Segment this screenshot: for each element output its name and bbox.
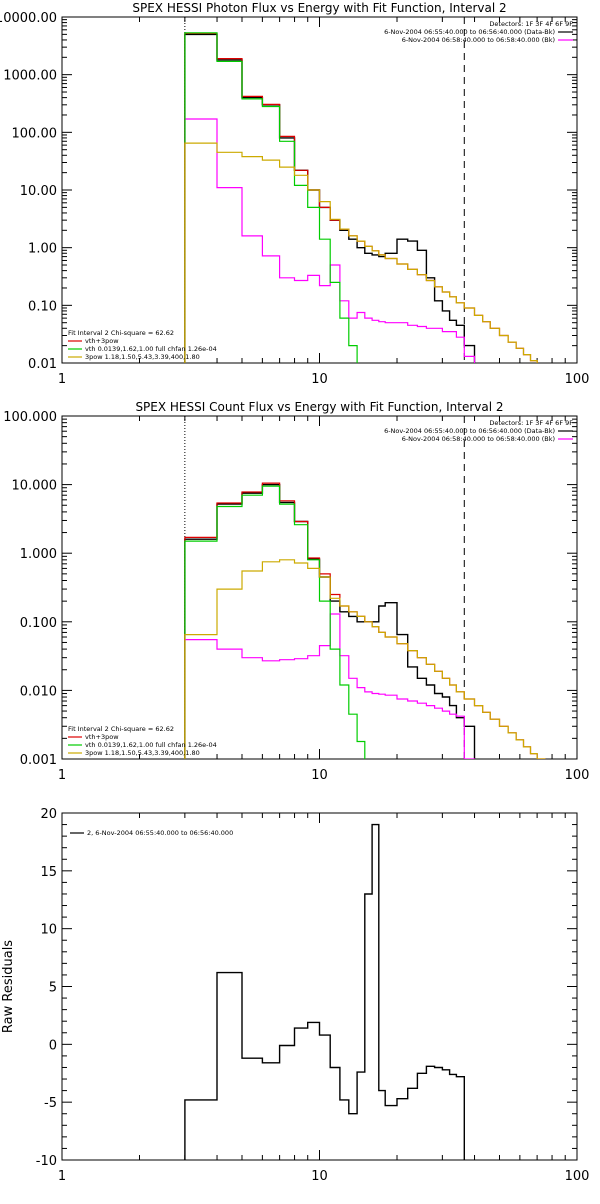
chart-resid: 1 10 100 -10 -5 0 5 10 15 20 Raw Residuals 2, 6-Nov… (1, 807, 589, 1184)
x-tick-label: 10 (311, 768, 328, 783)
y-tick-label: 0 (49, 1038, 57, 1053)
y-tick-label: 100.000 (3, 410, 57, 425)
series-bk-line (184, 118, 476, 363)
chart-title: SPEX HESSI Count Flux vs Energy with Fit… (135, 400, 503, 414)
fit-component-label: vth 0.0139,1.62,1.00 full chfan 1.26e-04 (85, 345, 217, 353)
detectors-label: Detectors: 1F 3F 4F 6F 9F (489, 419, 573, 427)
y-tick-label: 100.00 (12, 126, 58, 141)
series-residuals-line (184, 823, 465, 1160)
y-tick-label: -5 (44, 1096, 57, 1111)
time-interval-label: 6-Nov-2004 06:55:40.000 to 06:56:40.000 … (384, 28, 555, 36)
series-3pow-line (184, 559, 546, 759)
x-tick-label: 100 (565, 1169, 590, 1184)
y-tick-label: 10.00 (20, 184, 57, 199)
fit-component-label: vth+3pow (85, 733, 119, 741)
fit-component-label: vth+3pow (85, 337, 119, 345)
y-tick-label: 0.100 (20, 616, 57, 631)
fit-component-label: vth 0.0139,1.62,1.00 full chfan 1.26e-04 (85, 741, 217, 749)
x-tick-label: 100 (565, 372, 590, 387)
y-tick-label: 0.001 (20, 753, 57, 768)
y-tick-label: 1.000 (20, 547, 57, 562)
detectors-label: Detectors: 1F 3F 4F 6F 9F (489, 20, 573, 28)
series-3pow-line (184, 142, 538, 363)
y-tick-label: 0.01 (28, 357, 57, 372)
x-tick-label: 1 (58, 1169, 66, 1184)
series-vth-line (184, 485, 366, 759)
series-vth-3pow-line (184, 32, 538, 363)
y-tick-label: 10 (40, 923, 57, 938)
y-tick-label: 1000.00 (3, 69, 57, 84)
y-tick-label: 5 (49, 981, 57, 996)
y-tick-label: 20 (40, 807, 57, 822)
fit-component-label: 3pow 1.18,1.50,5.43,3.39,400,1.80 (85, 749, 200, 757)
chart-title: SPEX HESSI Photon Flux vs Energy with Fi… (132, 1, 506, 15)
chart-photon: SPEX HESSI Photon Flux vs Energy with Fi… (0, 1, 589, 387)
series-vth-3pow-line (184, 482, 546, 759)
fit-chi-square-label: Fit Interval 2 Chi-square = 62.62 (68, 725, 174, 733)
y-tick-label: 0.010 (20, 684, 57, 699)
time-interval-label: 6-Nov-2004 06:55:40.000 to 06:56:40.000 … (384, 427, 555, 435)
series-vth-line (184, 32, 358, 363)
y-tick-label: -10 (36, 1154, 57, 1169)
plot-frame (61, 812, 578, 1161)
data-group (184, 823, 465, 1160)
time-interval-label: 6-Nov-2004 06:58:40.000 to 06:58:40.000 … (402, 435, 555, 443)
y-tick-label: 0.10 (28, 299, 57, 314)
x-tick-label: 10 (311, 1169, 328, 1184)
x-tick-label: 1 (58, 768, 66, 783)
x-tick-label: 10 (311, 372, 328, 387)
data-group (184, 482, 546, 759)
residual-legend-label: 2, 6-Nov-2004 06:55:40.000 to 06:56:40.0… (87, 829, 233, 837)
fit-chi-square-label: Fit Interval 2 Chi-square = 62.62 (68, 329, 174, 337)
x-tick-label: 1 (58, 372, 66, 387)
data-group (184, 32, 538, 363)
x-tick-label: 100 (565, 768, 590, 783)
time-interval-label: 6-Nov-2004 06:58:40.000 to 06:58:40.000 … (402, 36, 555, 44)
y-axis-label: Raw Residuals (1, 940, 16, 1033)
fit-component-label: 3pow 1.18,1.50,5.43,3.39,400,1.80 (85, 353, 200, 361)
series-bk-line (184, 613, 476, 759)
y-tick-label: 1.00 (28, 242, 57, 257)
y-tick-label: 10000.00 (0, 11, 57, 26)
y-tick-label: 10.000 (12, 479, 58, 494)
y-tick-label: 15 (40, 865, 57, 880)
chart-count: SPEX HESSI Count Flux vs Energy with Fit… (3, 400, 589, 783)
